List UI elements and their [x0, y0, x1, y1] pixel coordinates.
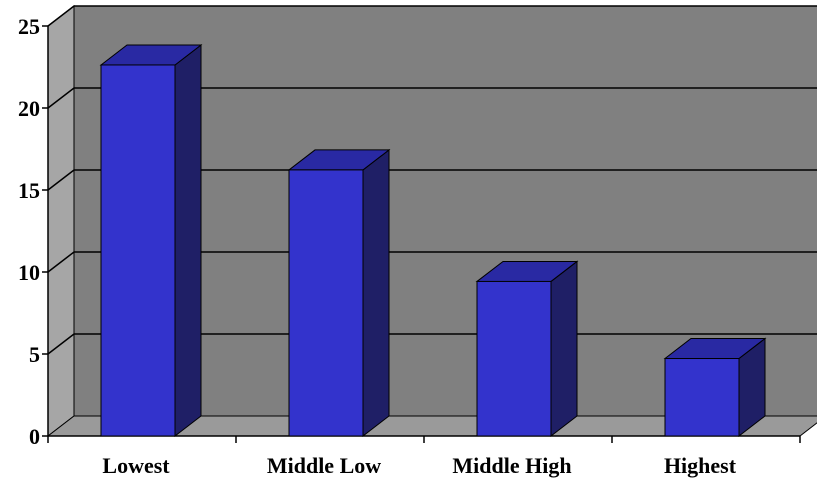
bar-front [664, 358, 740, 437]
bar-side [174, 43, 202, 438]
x-category-label: Highest [664, 453, 737, 478]
x-axis-labels: Lowest Middle Low Middle High Highest [102, 453, 736, 478]
plot-area [46, 4, 817, 438]
bar [287, 148, 391, 438]
bar [99, 43, 203, 438]
side-wall [47, 4, 75, 438]
gridline [47, 251, 817, 273]
x-category-label: Middle Low [267, 453, 381, 478]
gridline [47, 169, 817, 191]
y-axis-ticks: 0 5 10 15 20 25 [18, 14, 48, 449]
bar-front [100, 64, 176, 437]
bar [475, 260, 579, 438]
bar-front [288, 169, 364, 437]
x-category-label: Lowest [102, 453, 170, 478]
x-category-label: Middle High [452, 453, 571, 478]
bar [663, 337, 767, 438]
bar-side [550, 260, 578, 438]
y-tick-label: 15 [18, 178, 40, 203]
y-tick-label: 20 [18, 96, 40, 121]
gridlines [47, 5, 817, 355]
y-tick-label: 5 [29, 342, 40, 367]
y-tick-label: 10 [18, 260, 40, 285]
bar-side [362, 148, 390, 438]
gridline [47, 5, 817, 27]
y-tick-label: 25 [18, 14, 40, 39]
gridline [47, 87, 817, 109]
y-tick-label: 0 [29, 424, 40, 449]
bar-front [476, 280, 552, 437]
bars [99, 43, 767, 438]
